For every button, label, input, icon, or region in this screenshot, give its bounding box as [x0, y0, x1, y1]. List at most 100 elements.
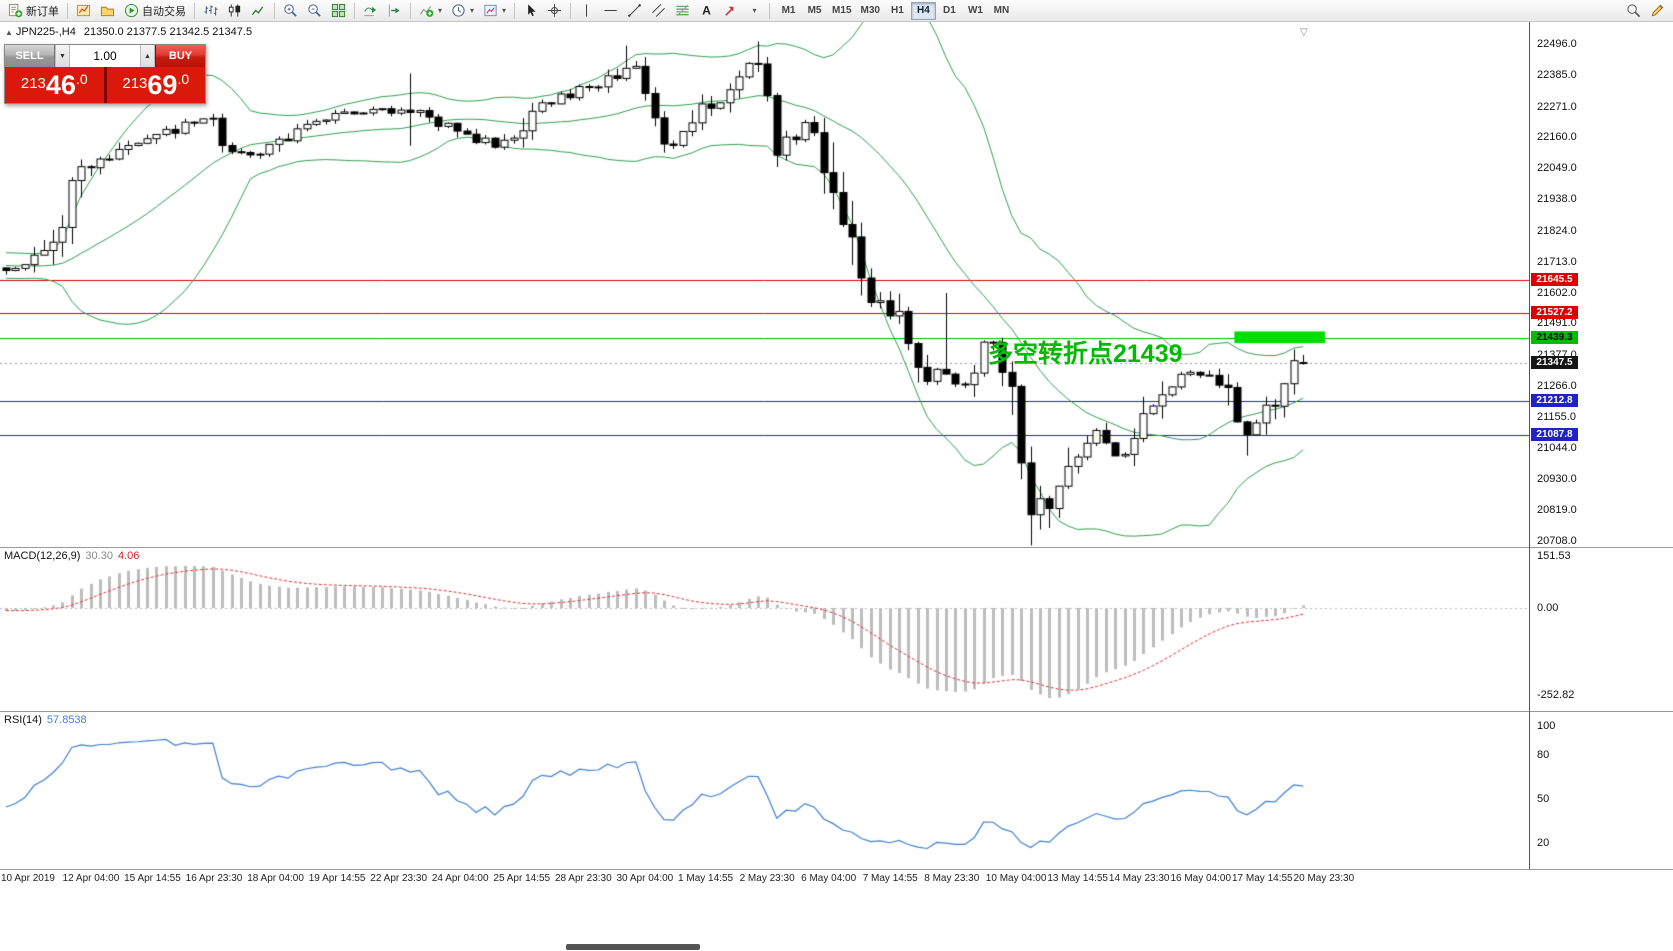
arrows-tool-button[interactable] [719, 1, 742, 21]
tile-windows-icon [331, 3, 346, 18]
trendline-button[interactable] [623, 1, 646, 21]
toolbar-separator [570, 2, 572, 19]
zoom-in-button[interactable] [279, 1, 302, 21]
main-chart-canvas[interactable] [0, 22, 1529, 547]
new-order-icon [8, 3, 23, 18]
toolbar-separator [410, 2, 411, 19]
price-axis[interactable]: 22496.0 22385.0 22271.0 22160.0 22049.0 21938… [1530, 22, 1673, 547]
templates-button[interactable]: ▾ [479, 1, 510, 21]
sell-price-display[interactable]: 213 46.0 [5, 67, 104, 103]
quick-edit-button[interactable] [1646, 1, 1669, 21]
sell-price-bigdigits: 46 [45, 70, 76, 100]
periods-button[interactable]: ▾ [447, 1, 478, 21]
rsi-canvas[interactable] [0, 711, 1529, 869]
indicators-button[interactable]: ▾ [415, 1, 446, 21]
candlestick-chart-button[interactable] [223, 1, 246, 21]
timeframe-button-w1[interactable]: W1 [967, 5, 983, 16]
price-axis-border [1529, 22, 1530, 869]
price-axis-label: 20708.0 [1537, 535, 1577, 547]
time-axis-label: 12 Apr 04:00 [62, 873, 120, 884]
buy-price-display[interactable]: 213 69.0 [106, 67, 205, 103]
time-axis-label: 15 Apr 14:55 [124, 873, 181, 884]
macd-name: MACD(12,26,9) [4, 550, 81, 562]
new-chart-button[interactable] [72, 1, 95, 21]
buy-price-bigdigits: 69 [147, 70, 178, 100]
cursor-button[interactable] [519, 1, 542, 21]
time-axis[interactable]: 10 Apr 2019 12 Apr 04:00 15 Apr 14:55 16 Ap… [0, 870, 1673, 887]
fibonacci-button[interactable] [671, 1, 694, 21]
fibonacci-icon [675, 3, 690, 18]
time-axis-label: 16 May 04:00 [1170, 873, 1232, 884]
dropdown-caret-icon: ▾ [502, 6, 507, 15]
price-axis-label: 22049.0 [1537, 162, 1577, 175]
panel-separator[interactable] [0, 711, 1673, 712]
autoscroll-icon [363, 3, 378, 18]
horizontal-line-icon [603, 3, 618, 18]
macd-signal-value: 4.06 [117, 550, 140, 562]
vertical-line-button[interactable] [575, 1, 598, 21]
dropdown-caret-icon: ▾ [438, 6, 443, 15]
channel-button[interactable] [647, 1, 670, 21]
timeframe-button-m15[interactable]: M15 [832, 5, 852, 16]
time-axis-label: 20 May 23:30 [1293, 873, 1355, 884]
autotrading-button[interactable]: 自动交易 [120, 1, 190, 21]
line-chart-button[interactable] [247, 1, 270, 21]
toolbar-separator [67, 2, 68, 19]
bar-chart-button[interactable] [199, 1, 222, 21]
price-axis-label: 21602.0 [1537, 286, 1577, 299]
tile-windows-button[interactable] [327, 1, 350, 21]
macd-axis-label: 0.00 [1537, 602, 1559, 614]
svg-text:A: A [702, 4, 711, 18]
zoom-out-button[interactable] [303, 1, 326, 21]
time-axis-label: 10 May 04:00 [985, 873, 1047, 884]
text-tool-button[interactable]: A [695, 1, 718, 21]
more-tools-button[interactable]: ▾ [743, 1, 765, 21]
rsi-label: RSI(14) 57.8538 [4, 714, 92, 726]
volume-decrease-button[interactable]: ▼ [55, 45, 70, 67]
candlestick-chart-icon [227, 3, 242, 18]
time-axis-label: 17 May 14:55 [1232, 873, 1293, 884]
time-axis-label: 7 May 14:55 [862, 873, 918, 884]
macd-axis[interactable]: 151.53 0.00 -252.82 [1530, 547, 1673, 711]
chart-shift-button[interactable] [383, 1, 406, 21]
zoom-in-icon [283, 3, 298, 18]
price-axis-label: 21713.0 [1537, 255, 1577, 268]
collapse-arrow-icon: ▲ [5, 28, 13, 37]
zoom-out-icon [307, 3, 322, 18]
price-axis-label: 22271.0 [1537, 100, 1577, 113]
search-icon [1626, 3, 1641, 18]
timeframe-button-d1[interactable]: D1 [943, 5, 956, 16]
timeframe-button-mn[interactable]: MN [993, 5, 1010, 16]
profiles-button[interactable] [96, 1, 119, 21]
timeframe-button-h1[interactable]: H1 [891, 5, 904, 16]
panel-separator [0, 869, 1673, 870]
volume-input[interactable] [70, 45, 140, 67]
price-level-badge: 21212.8 [1531, 393, 1578, 407]
time-axis-label: 1 May 14:55 [678, 873, 734, 884]
dropdown-caret-icon: ▾ [752, 6, 757, 15]
time-axis-label: 6 May 04:00 [801, 873, 857, 884]
rsi-axis[interactable]: 100 80 50 20 [1530, 711, 1673, 869]
macd-canvas[interactable] [0, 547, 1529, 711]
sell-price-suffix: .0 [75, 71, 88, 87]
timeframe-button-m1[interactable]: M1 [781, 5, 796, 16]
timeframe-button-h4[interactable]: H4 [910, 1, 936, 20]
price-axis-label: 21938.0 [1537, 193, 1577, 206]
indicators-add-icon [419, 3, 434, 18]
sell-button[interactable]: SELL [5, 45, 55, 67]
periods-clock-icon [451, 3, 466, 18]
horizontal-line-button[interactable] [599, 1, 622, 21]
chart-annotation-text[interactable]: 多空转折点21439 [988, 340, 1183, 368]
timeframe-button-m30[interactable]: M30 [860, 5, 880, 16]
price-level-badge: 21645.5 [1531, 273, 1578, 287]
new-order-button[interactable]: 新订单 [4, 1, 63, 21]
panel-separator[interactable] [0, 547, 1673, 548]
buy-button[interactable]: BUY [155, 45, 205, 67]
timeframe-button-m5[interactable]: M5 [807, 5, 822, 16]
autoscroll-button[interactable] [359, 1, 382, 21]
search-button[interactable] [1622, 1, 1645, 21]
volume-increase-button[interactable]: ▲ [140, 45, 155, 67]
horizontal-scrollbar-thumb[interactable] [566, 944, 700, 950]
crosshair-button[interactable] [543, 1, 566, 21]
